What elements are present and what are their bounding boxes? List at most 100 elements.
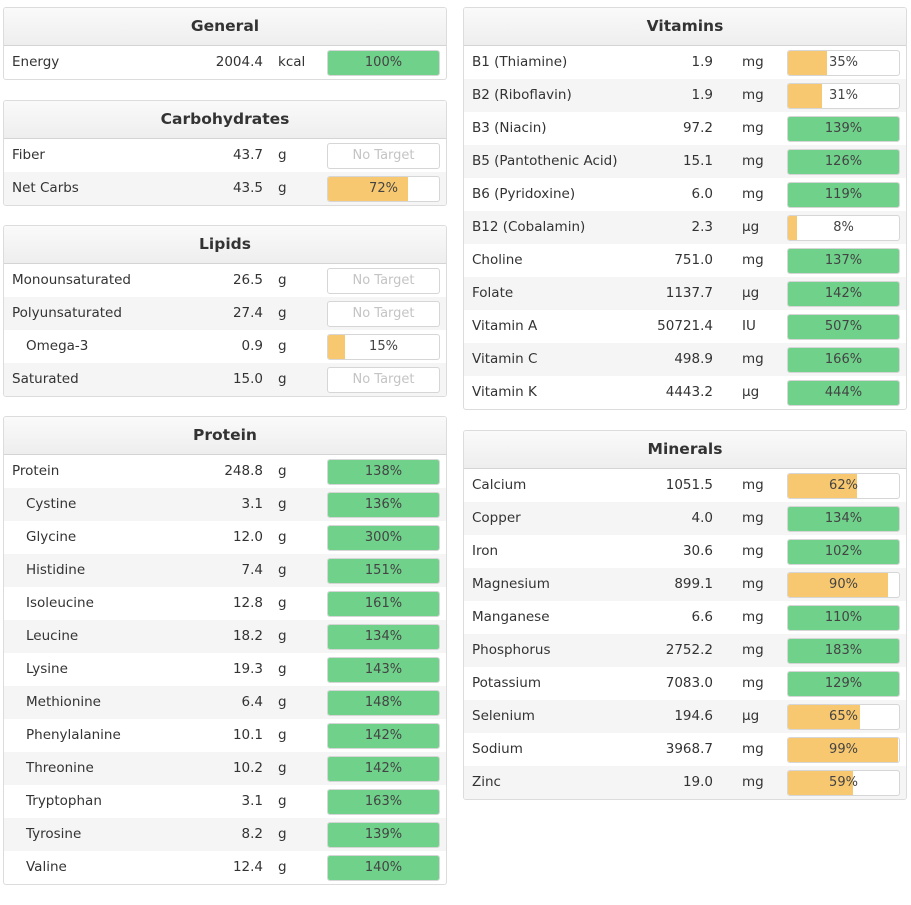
nutrient-row-net-carbs[interactable]: Net Carbs 43.5 g 72% [4, 172, 446, 205]
target-progress-bar: 138% [327, 459, 440, 485]
panel-title: Vitamins [464, 8, 906, 46]
progress-fill [328, 658, 439, 682]
nutrient-row-iron[interactable]: Iron 30.6 mg 102% [464, 535, 906, 568]
progress-percent: 136% [364, 497, 403, 512]
panel-carbohydrates: Carbohydrates Fiber 43.7 g No Target Net Carb… [3, 100, 447, 206]
nutrient-unit: g [278, 859, 287, 875]
nutrient-row-leucine[interactable]: Leucine 18.2 g 134% [4, 620, 446, 653]
nutrient-name: Histidine [26, 562, 86, 578]
nutrient-name: Selenium [472, 708, 535, 724]
nutrient-row-phosphorus[interactable]: Phosphorus 2752.2 mg 183% [464, 634, 906, 667]
target-progress-bar: 151% [327, 558, 440, 584]
panel-minerals: Minerals Calcium 1051.5 mg 62% Copper 4.0 mg 134… [463, 430, 907, 800]
nutrient-amount: 18.2 [232, 628, 263, 644]
progress-fill [788, 51, 827, 75]
progress-fill [788, 507, 899, 531]
nutrient-name: Methionine [26, 694, 101, 710]
nutrient-name: Protein [12, 463, 60, 479]
progress-percent: 129% [824, 676, 863, 691]
nutrient-amount: 3968.7 [665, 741, 713, 757]
nutrient-amount: 19.0 [682, 774, 713, 790]
nutrient-row-folate[interactable]: Folate 1137.7 µg 142% [464, 277, 906, 310]
nutrient-name: Energy [12, 54, 60, 70]
nutrient-name: Valine [26, 859, 67, 875]
progress-percent: 110% [824, 610, 863, 625]
nutrient-row-phenylalanine[interactable]: Phenylalanine 10.1 g 142% [4, 719, 446, 752]
nutrient-unit: µg [742, 384, 760, 400]
progress-percent: 72% [369, 181, 398, 196]
nutrient-name: Folate [472, 285, 514, 301]
progress-fill [788, 381, 899, 405]
nutrient-row-protein[interactable]: Protein 248.8 g 138% [4, 455, 446, 488]
nutrient-row-potassium[interactable]: Potassium 7083.0 mg 129% [464, 667, 906, 700]
nutrient-name: Threonine [26, 760, 94, 776]
nutrient-row-calcium[interactable]: Calcium 1051.5 mg 62% [464, 469, 906, 502]
nutrient-unit: g [278, 628, 287, 644]
nutrient-row-histidine[interactable]: Histidine 7.4 g 151% [4, 554, 446, 587]
nutrient-row-b3-niacin[interactable]: B3 (Niacin) 97.2 mg 139% [464, 112, 906, 145]
nutrient-row-vitamin-k[interactable]: Vitamin K 4443.2 µg 444% [464, 376, 906, 409]
nutrient-amount: 15.0 [232, 371, 263, 387]
nutrient-unit: mg [742, 120, 764, 136]
nutrient-row-glycine[interactable]: Glycine 12.0 g 300% [4, 521, 446, 554]
nutrient-name: Monounsaturated [12, 272, 131, 288]
nutrient-row-threonine[interactable]: Threonine 10.2 g 142% [4, 752, 446, 785]
progress-fill [788, 771, 854, 795]
nutrient-row-energy[interactable]: Energy 2004.4 kcal 100% [4, 46, 446, 79]
nutrient-row-methionine[interactable]: Methionine 6.4 g 148% [4, 686, 446, 719]
progress-fill [788, 606, 899, 630]
target-progress-bar: 142% [787, 281, 900, 307]
target-progress-bar: 134% [787, 506, 900, 532]
nutrient-amount: 97.2 [682, 120, 713, 136]
nutrient-row-choline[interactable]: Choline 751.0 mg 137% [464, 244, 906, 277]
nutrient-amount: 26.5 [232, 272, 263, 288]
progress-percent: 99% [829, 742, 858, 757]
progress-percent: No Target [352, 372, 415, 387]
nutrient-row-tyrosine[interactable]: Tyrosine 8.2 g 139% [4, 818, 446, 851]
nutrient-row-omega-3[interactable]: Omega-3 0.9 g 15% [4, 330, 446, 363]
nutrient-row-copper[interactable]: Copper 4.0 mg 134% [464, 502, 906, 535]
nutrient-row-sodium[interactable]: Sodium 3968.7 mg 99% [464, 733, 906, 766]
panel-protein: Protein Protein 248.8 g 138% Cystine 3.1 g 136% G… [3, 416, 447, 885]
target-progress-bar: 126% [787, 149, 900, 175]
progress-percent: 161% [364, 596, 403, 611]
nutrient-row-b1-thiamine[interactable]: B1 (Thiamine) 1.9 mg 35% [464, 46, 906, 79]
progress-percent: 507% [824, 319, 863, 334]
nutrient-unit: mg [742, 543, 764, 559]
nutrient-row-fiber[interactable]: Fiber 43.7 g No Target [4, 139, 446, 172]
panel-general: General Energy 2004.4 kcal 100% [3, 7, 447, 80]
nutrient-unit: mg [742, 54, 764, 70]
nutrient-row-tryptophan[interactable]: Tryptophan 3.1 g 163% [4, 785, 446, 818]
nutrient-row-cystine[interactable]: Cystine 3.1 g 136% [4, 488, 446, 521]
progress-percent: 8% [833, 220, 854, 235]
target-progress-bar: No Target [327, 268, 440, 294]
panel-title: Lipids [4, 226, 446, 264]
nutrient-row-manganese[interactable]: Manganese 6.6 mg 110% [464, 601, 906, 634]
nutrient-row-vitamin-c[interactable]: Vitamin C 498.9 mg 166% [464, 343, 906, 376]
progress-fill [328, 625, 439, 649]
nutrient-row-monounsaturated[interactable]: Monounsaturated 26.5 g No Target [4, 264, 446, 297]
nutrient-name: Cystine [26, 496, 77, 512]
nutrient-unit: mg [742, 642, 764, 658]
nutrient-row-zinc[interactable]: Zinc 19.0 mg 59% [464, 766, 906, 799]
nutrient-unit: g [278, 760, 287, 776]
nutrient-row-b2-riboflavin[interactable]: B2 (Riboflavin) 1.9 mg 31% [464, 79, 906, 112]
nutrient-row-b12-cobalamin[interactable]: B12 (Cobalamin) 2.3 µg 8% [464, 211, 906, 244]
nutrient-row-saturated[interactable]: Saturated 15.0 g No Target [4, 363, 446, 396]
nutrient-row-b6-pyridoxine[interactable]: B6 (Pyridoxine) 6.0 mg 119% [464, 178, 906, 211]
nutrient-row-b5-pantothenic-acid[interactable]: B5 (Pantothenic Acid) 15.1 mg 126% [464, 145, 906, 178]
progress-percent: 444% [824, 385, 863, 400]
panel-lipids: Lipids Monounsaturated 26.5 g No Target Polyu… [3, 225, 447, 397]
nutrient-row-valine[interactable]: Valine 12.4 g 140% [4, 851, 446, 884]
nutrient-row-vitamin-a[interactable]: Vitamin A 50721.4 IU 507% [464, 310, 906, 343]
left-column: General Energy 2004.4 kcal 100% Carbohydrates… [3, 7, 447, 905]
nutrient-unit: g [278, 180, 287, 196]
progress-fill [788, 150, 899, 174]
nutrient-row-polyunsaturated[interactable]: Polyunsaturated 27.4 g No Target [4, 297, 446, 330]
nutrient-row-selenium[interactable]: Selenium 194.6 µg 65% [464, 700, 906, 733]
nutrient-name: Leucine [26, 628, 79, 644]
nutrient-row-isoleucine[interactable]: Isoleucine 12.8 g 161% [4, 587, 446, 620]
nutrient-unit: mg [742, 675, 764, 691]
nutrient-row-magnesium[interactable]: Magnesium 899.1 mg 90% [464, 568, 906, 601]
nutrient-row-lysine[interactable]: Lysine 19.3 g 143% [4, 653, 446, 686]
